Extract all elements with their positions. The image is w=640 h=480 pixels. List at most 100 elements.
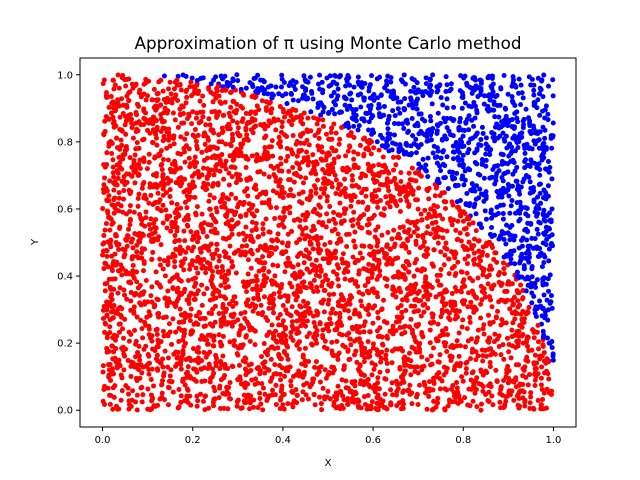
point-inside: [219, 204, 225, 210]
point-outside: [315, 105, 321, 110]
point-inside: [256, 297, 262, 303]
point-outside: [520, 95, 526, 101]
point-inside: [358, 298, 364, 304]
point-inside: [186, 155, 192, 161]
point-inside: [390, 392, 396, 398]
point-outside: [243, 85, 249, 91]
point-inside: [459, 269, 465, 275]
point-inside: [278, 377, 284, 383]
point-inside: [192, 171, 198, 177]
point-inside: [301, 110, 307, 116]
point-outside: [523, 106, 529, 112]
point-inside: [304, 233, 310, 239]
point-inside: [302, 345, 308, 351]
points-layer: [100, 72, 556, 413]
point-outside: [519, 90, 525, 96]
point-inside: [385, 184, 391, 190]
point-inside: [163, 207, 169, 213]
point-inside: [364, 307, 370, 313]
point-inside: [310, 246, 316, 252]
point-inside: [426, 379, 432, 385]
point-inside: [261, 153, 267, 159]
point-inside: [290, 117, 296, 123]
point-inside: [256, 107, 262, 113]
point-inside: [260, 385, 266, 391]
point-inside: [352, 399, 358, 405]
point-inside: [194, 110, 200, 116]
point-inside: [497, 399, 503, 405]
point-outside: [478, 137, 484, 143]
point-inside: [448, 249, 454, 255]
point-inside: [298, 113, 304, 119]
point-inside: [266, 197, 272, 203]
point-inside: [172, 239, 178, 245]
point-inside: [287, 210, 293, 216]
point-inside: [218, 283, 224, 288]
point-outside: [545, 117, 551, 123]
point-inside: [174, 228, 180, 234]
point-inside: [253, 123, 259, 129]
point-inside: [169, 221, 175, 227]
point-inside: [173, 224, 179, 230]
point-inside: [489, 304, 495, 310]
point-inside: [108, 393, 114, 399]
point-inside: [184, 369, 190, 375]
point-inside: [318, 247, 324, 253]
point-outside: [535, 194, 541, 200]
point-outside: [465, 150, 471, 156]
point-inside: [236, 153, 242, 159]
point-inside: [301, 284, 307, 290]
point-inside: [111, 202, 117, 208]
point-inside: [470, 220, 476, 226]
point-inside: [125, 233, 131, 239]
point-inside: [109, 343, 115, 349]
point-outside: [409, 150, 415, 156]
point-inside: [159, 167, 165, 173]
point-inside: [266, 305, 272, 311]
point-outside: [500, 211, 506, 217]
point-inside: [322, 272, 328, 278]
point-inside: [171, 169, 177, 175]
point-inside: [520, 308, 526, 314]
point-inside: [509, 388, 515, 394]
point-outside: [524, 205, 530, 211]
point-inside: [287, 204, 293, 210]
point-inside: [165, 97, 171, 103]
point-outside: [550, 357, 556, 363]
point-inside: [441, 331, 447, 337]
point-inside: [123, 83, 129, 89]
point-inside: [395, 269, 401, 275]
point-outside: [310, 96, 316, 102]
point-inside: [531, 335, 537, 341]
point-inside: [135, 254, 141, 260]
point-inside: [195, 398, 201, 404]
point-inside: [121, 173, 127, 179]
point-outside: [435, 110, 441, 116]
point-inside: [297, 217, 303, 223]
point-inside: [464, 359, 470, 365]
point-inside: [484, 370, 490, 376]
point-inside: [182, 327, 187, 333]
point-inside: [117, 363, 123, 369]
point-outside: [351, 110, 357, 116]
point-inside: [320, 385, 326, 391]
point-inside: [371, 145, 377, 151]
point-inside: [481, 322, 487, 328]
point-outside: [440, 161, 446, 167]
point-inside: [220, 129, 226, 135]
point-inside: [243, 211, 249, 217]
point-inside: [261, 341, 267, 347]
point-outside: [434, 122, 440, 128]
point-inside: [318, 401, 324, 407]
point-inside: [170, 286, 176, 292]
point-inside: [475, 327, 481, 333]
point-outside: [457, 162, 463, 168]
point-outside: [318, 112, 324, 118]
point-inside: [115, 290, 121, 296]
point-outside: [489, 234, 495, 240]
point-outside: [353, 107, 359, 113]
point-inside: [230, 118, 236, 124]
point-inside: [280, 217, 286, 223]
point-outside: [492, 138, 498, 144]
point-inside: [299, 361, 305, 367]
